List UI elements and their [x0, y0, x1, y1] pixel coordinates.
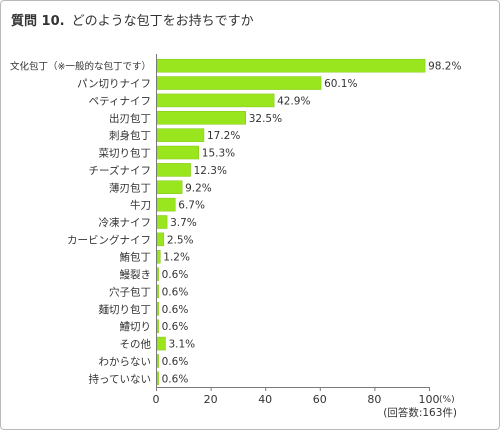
bar-value-label: 12.3% [194, 165, 227, 177]
bar [156, 371, 159, 386]
bar-value-label: 9.2% [185, 182, 212, 194]
question-text: どのような包丁をお持ちですか [71, 14, 254, 29]
bar [156, 249, 161, 264]
bar-value-label: 6.7% [178, 200, 205, 212]
bar-value-label: 60.1% [324, 78, 357, 90]
x-tick-label: 80 [367, 393, 381, 406]
bar-value-label: 15.3% [202, 148, 235, 160]
category-label: 鱧切り [120, 320, 152, 333]
response-count-note: (回答数:163件) [383, 406, 457, 419]
category-label: わからない [99, 356, 152, 368]
category-label: 刺身包丁 [109, 129, 151, 142]
bar [156, 319, 159, 333]
bar [156, 111, 246, 125]
bar [156, 128, 205, 142]
category-label: 牛刀 [130, 199, 151, 212]
bar [156, 284, 159, 299]
bar-value-label: 42.9% [277, 95, 310, 107]
x-tick-label: 40 [258, 393, 272, 406]
bar-value-label: 3.1% [168, 339, 195, 351]
category-label: パン切りナイフ [77, 78, 151, 90]
bar-value-label: 17.2% [207, 130, 240, 142]
x-tick-label: 60 [313, 393, 327, 406]
x-tick-label: 20 [204, 393, 218, 406]
category-label: 麺切り包丁 [99, 303, 152, 316]
bar [156, 163, 191, 177]
category-label: 持っていない [89, 372, 151, 385]
category-label: 出刃包丁 [109, 112, 151, 125]
bar [156, 93, 275, 108]
bar [156, 302, 159, 316]
bar [156, 215, 168, 229]
category-label: 文化包丁（※一般的な包丁です） [10, 61, 151, 73]
bar [156, 336, 166, 351]
bar [156, 76, 322, 90]
bar-value-label: 0.6% [162, 356, 189, 368]
bar-value-label: 0.6% [162, 321, 189, 333]
bar [156, 197, 176, 212]
axis-layer: 0 20 40 60 80 100 [153, 54, 440, 406]
bar-value-label: 0.6% [162, 286, 189, 298]
bar-value-label: 98.2% [428, 61, 461, 73]
category-label: 菜切り包丁 [99, 147, 152, 160]
bar-value-label: 3.7% [170, 217, 197, 229]
category-label: その他 [120, 338, 152, 351]
x-axis-unit-label: (%) [439, 395, 455, 405]
bar [156, 232, 165, 247]
bar-value-label: 32.5% [249, 113, 282, 125]
category-label: 冷凍ナイフ [99, 216, 152, 229]
category-label: 鰻裂き [120, 268, 152, 281]
bar [156, 267, 159, 281]
bar-value-label: 1.2% [163, 252, 190, 264]
x-tick-label: 100 [419, 393, 440, 406]
category-label: 薄刃包丁 [109, 181, 151, 194]
category-label: 穴子包丁 [109, 285, 151, 298]
bar-value-label: 0.6% [162, 269, 189, 281]
bar-value-label: 0.6% [162, 373, 189, 385]
category-label: カービングナイフ [67, 233, 151, 246]
bar-value-label: 2.5% [167, 234, 194, 246]
question-number: 質問 10. [11, 14, 65, 29]
bar-value-label: 0.6% [162, 304, 189, 316]
bar [156, 180, 183, 195]
bar [156, 58, 426, 73]
bar [156, 145, 200, 160]
category-label: チーズナイフ [89, 164, 151, 177]
category-label: 鮪包丁 [120, 251, 152, 264]
x-tick-label: 0 [153, 393, 160, 406]
bars-layer: 98.2% 文化包丁（※一般的な包丁です） 60.1% パン切りナイフ 42.9% ペティ… [10, 58, 461, 386]
bar [156, 354, 159, 368]
question-title: 質問 10. どのような包丁をお持ちですか [11, 10, 254, 29]
category-label: ペティナイフ [89, 95, 151, 107]
